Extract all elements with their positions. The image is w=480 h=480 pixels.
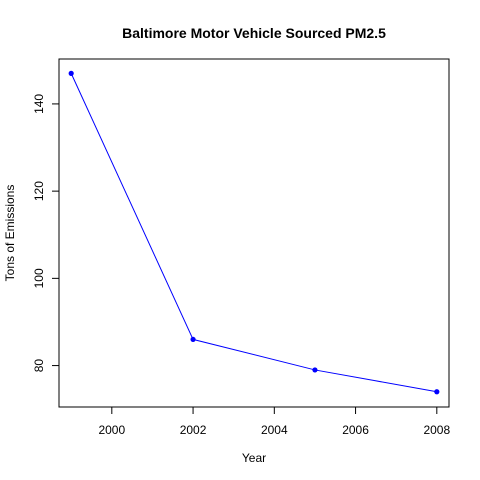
x-tick-label: 2000 (98, 423, 125, 437)
y-tick-label: 140 (32, 94, 46, 114)
y-axis-label: Tons of Emissions (3, 185, 17, 282)
x-tick-label: 2002 (180, 423, 207, 437)
x-axis: 2000 2002 2004 2006 2008 (98, 406, 450, 437)
series-line (70, 73, 437, 393)
y-tick-label: 80 (32, 359, 46, 373)
x-tick-label: 2006 (342, 423, 369, 437)
data-point (190, 336, 196, 343)
y-axis: 80 100 120 140 (32, 94, 60, 373)
data-point (312, 367, 318, 373)
y-tick-label: 100 (32, 268, 46, 288)
chart-title: Baltimore Motor Vehicle Sourced PM2.5 (122, 25, 386, 41)
series-layer (68, 70, 440, 395)
x-tick-label: 2008 (423, 423, 450, 437)
y-tick-label: 120 (32, 181, 46, 201)
x-tick-label: 2004 (261, 423, 288, 437)
data-point (68, 70, 74, 76)
x-axis-label: Year (242, 451, 266, 465)
data-point (434, 389, 440, 395)
